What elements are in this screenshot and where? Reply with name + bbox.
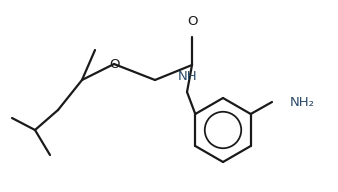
- Text: NH₂: NH₂: [290, 95, 315, 108]
- Text: O: O: [109, 57, 119, 70]
- Text: O: O: [187, 15, 197, 28]
- Text: NH: NH: [178, 70, 198, 83]
